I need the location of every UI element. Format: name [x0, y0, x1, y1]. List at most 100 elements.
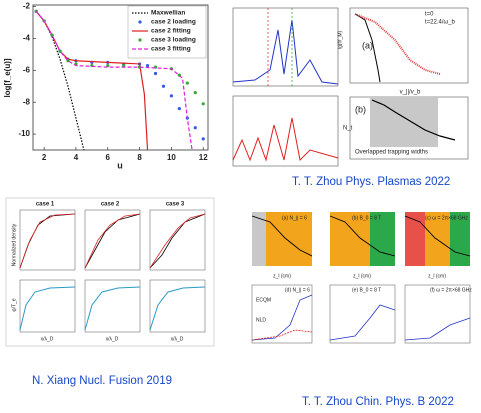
curve: [19, 213, 76, 269]
curve: [232, 19, 339, 85]
data-line: [35, 10, 193, 151]
data-point: [122, 63, 126, 68]
figure-frame: [5, 197, 215, 347]
axis-label: z_l (cm): [353, 273, 371, 279]
axis-label: N_t: [343, 126, 353, 132]
legend-label: case 3 loading: [151, 37, 196, 44]
data-line: [35, 10, 85, 151]
axis-label: v_||/v_b: [400, 90, 421, 96]
panel: [404, 284, 471, 344]
data-point: [153, 71, 158, 76]
figure-nucl-fusion: case 1 case 2 case 3 Normalized density …: [5, 197, 215, 387]
legend-swatch: [138, 38, 142, 42]
shaded-region: [370, 97, 438, 147]
panel: [19, 279, 76, 333]
x-tick-label: 4: [74, 153, 79, 162]
plot-frame: [32, 4, 209, 151]
legend-swatch: [138, 20, 142, 24]
legend-label: Maxwellian: [151, 10, 185, 17]
axis-label: z_l (cm): [428, 273, 446, 279]
panel-fill: [405, 212, 425, 266]
x-axis-label: u: [117, 160, 123, 170]
legend-text: t=0: [425, 12, 434, 18]
x-tick-label: 2: [42, 153, 47, 162]
panel: [149, 209, 206, 271]
panel: [84, 279, 141, 333]
column-title: case 3: [166, 202, 185, 208]
panel-label: (c) ω = 2π×68 GHz: [425, 215, 468, 221]
y-tick-label: -6: [23, 65, 31, 74]
caption: T. T. Zhou Chin. Phys. B 2022: [302, 396, 454, 408]
panel-fill: [450, 212, 470, 266]
y-axis-label: log[f_e(u)]: [3, 58, 12, 97]
panel: [349, 7, 469, 84]
curve: [404, 215, 471, 257]
data-point: [193, 126, 197, 130]
x-tick-label: 8: [137, 153, 142, 162]
panel-label: (e) B_0 = 8 T: [352, 287, 381, 293]
curve: [354, 13, 441, 75]
curve: [84, 213, 141, 269]
axis-label: x/λ_D: [41, 336, 54, 342]
panel-label: (d) N_∥ = 6: [285, 287, 310, 293]
x-tick-label: 6: [106, 153, 111, 162]
annotation: Overlapped trapping widths: [355, 150, 428, 156]
y-tick-label: -4: [23, 34, 31, 43]
curve: [329, 215, 396, 257]
curve: [19, 213, 76, 269]
legend-label: case 2 fitting: [151, 28, 191, 35]
curve: [251, 215, 313, 257]
figure-phys-plasmas: (a) t=0 t=22.4/ω_b lg(f/f_M) v_||/v_b (b…: [232, 7, 469, 188]
caption: N. Xiang Nucl. Fusion 2019: [32, 375, 172, 387]
data-point: [177, 106, 181, 111]
axis-label: φ/T_e: [11, 298, 17, 311]
curve: [251, 329, 313, 341]
data-point: [185, 81, 189, 85]
x-tick-label: 10: [167, 153, 176, 162]
curve: [149, 286, 206, 331]
figure-chin-phys-b: (a) N_∥ = 6 (b) B_0 = 8 T (c) ω = 2π×68 …: [251, 212, 472, 408]
curve: [329, 304, 396, 341]
legend-label: case 2 loading: [151, 19, 196, 26]
curve: [371, 99, 456, 141]
curve: [84, 213, 141, 269]
data-point: [145, 63, 150, 68]
curve: [251, 294, 313, 341]
panel-fill: [370, 212, 395, 266]
legend-text: t=22.4/ω_b: [425, 20, 456, 26]
data-point: [169, 94, 174, 98]
panel: [84, 209, 141, 271]
panel-label: (b) B_0 = 8 T: [352, 215, 381, 221]
curve: [19, 286, 76, 331]
column-title: case 2: [101, 202, 120, 208]
panel: [329, 284, 396, 344]
axis-label: Normalized density: [11, 223, 17, 266]
panel-label: (a): [362, 40, 373, 50]
caption: T. T. Zhou Phys. Plasmas 2022: [292, 176, 450, 188]
curve: [404, 317, 471, 341]
data-point: [201, 137, 205, 141]
panel-label: (a) N_∥ = 6: [282, 215, 307, 221]
data-point: [201, 102, 205, 106]
panel: [232, 95, 339, 167]
curve: [149, 213, 206, 269]
data-point: [106, 63, 110, 68]
legend-text: NLD: [256, 317, 266, 323]
curve: [149, 213, 206, 269]
axis-label: x/λ_D: [171, 336, 184, 342]
panel: [251, 284, 313, 344]
axis-label: z_l (cm): [273, 273, 291, 279]
curve: [232, 117, 339, 162]
curve: [354, 13, 381, 83]
x-tick-label: 12: [199, 153, 208, 162]
panel-label: (b): [355, 104, 366, 114]
curve: [84, 286, 141, 331]
column-title: case 1: [36, 202, 55, 208]
y-tick-label: -10: [18, 129, 30, 138]
panel: [232, 7, 339, 87]
legend-text: ECQM: [256, 297, 271, 303]
axis-label: lg(f/f_M): [337, 31, 343, 50]
legend-label: case 3 fitting: [151, 46, 191, 53]
panel: [149, 279, 206, 333]
